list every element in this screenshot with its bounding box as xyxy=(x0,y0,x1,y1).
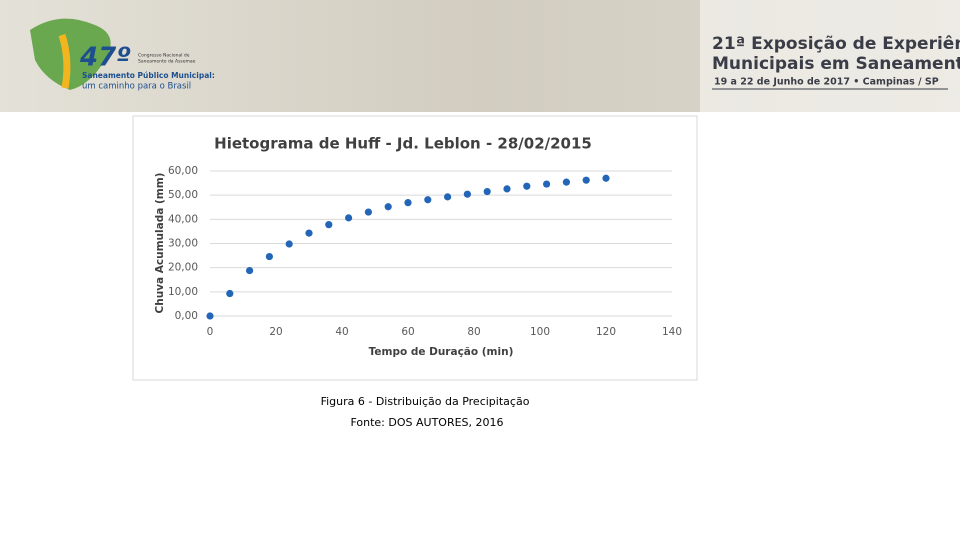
logo-river xyxy=(58,33,71,89)
logo-text: Congresso Nacional de xyxy=(138,53,190,59)
logo-slogan: um caminho para o Brasil xyxy=(82,82,191,92)
data-point xyxy=(384,203,392,211)
x-tick-label: 100 xyxy=(530,326,550,338)
x-tick-label: 80 xyxy=(467,326,480,338)
event-date: 19 a 22 de Junho de 2017 • Campinas / SP xyxy=(714,77,939,88)
data-point xyxy=(582,176,590,184)
x-tick-label: 120 xyxy=(596,326,616,338)
figure-caption: Figura 6 - Distribuição da Precipitação xyxy=(321,395,530,408)
y-tick-label: 30,00 xyxy=(168,238,198,250)
event-title: 21ª Exposição de Experiências xyxy=(712,34,960,54)
x-tick-label: 60 xyxy=(401,326,414,338)
logo-slogan: Saneamento Público Municipal: xyxy=(82,71,215,80)
logo-number: 47º xyxy=(79,43,131,73)
data-point xyxy=(503,185,511,193)
logo-map xyxy=(30,18,111,91)
data-point xyxy=(424,196,432,204)
data-point xyxy=(305,229,313,237)
data-point xyxy=(404,199,412,207)
chart-title: Hietograma de Huff - Jd. Leblon - 28/02/… xyxy=(214,135,592,153)
logo-text: Saneamento da Assemae xyxy=(138,59,196,65)
y-tick-label: 60,00 xyxy=(168,165,198,177)
data-point xyxy=(325,221,333,229)
data-point xyxy=(602,174,610,182)
y-tick-label: 20,00 xyxy=(168,262,198,274)
data-point xyxy=(523,182,531,190)
data-point xyxy=(206,312,214,320)
y-axis-label: Chuva Acumulada (mm) xyxy=(154,173,166,314)
x-axis-label: Tempo de Duração (min) xyxy=(369,346,514,358)
data-point xyxy=(364,208,372,216)
x-tick-label: 20 xyxy=(269,326,282,338)
figure-source: Fonte: DOS AUTORES, 2016 xyxy=(350,416,503,429)
data-point xyxy=(345,214,353,222)
x-tick-label: 40 xyxy=(335,326,348,338)
y-tick-label: 40,00 xyxy=(168,213,198,225)
logo: 47º Congresso Nacional de Saneamento da … xyxy=(30,18,215,92)
plot-area: 0,00 10,00 20,00 30,00 40,00 50,00 60,00 0 20 40 6… xyxy=(168,165,682,338)
data-point xyxy=(562,178,571,186)
event-title: Municipais em Saneamento xyxy=(712,54,960,74)
data-point xyxy=(444,193,452,201)
data-point xyxy=(265,252,273,261)
chart-frame xyxy=(132,115,698,381)
y-tick-label: 10,00 xyxy=(168,286,198,298)
data-point xyxy=(483,187,491,196)
header-panel xyxy=(700,0,960,112)
x-tick-label: 140 xyxy=(662,326,682,338)
data-point xyxy=(285,240,293,248)
data-point xyxy=(543,180,551,188)
data-point xyxy=(226,289,234,298)
y-tick-label: 0,00 xyxy=(175,310,198,322)
x-tick-label: 0 xyxy=(207,326,214,338)
data-point xyxy=(246,266,254,275)
y-tick-label: 50,00 xyxy=(168,189,198,201)
data-point xyxy=(463,190,471,198)
